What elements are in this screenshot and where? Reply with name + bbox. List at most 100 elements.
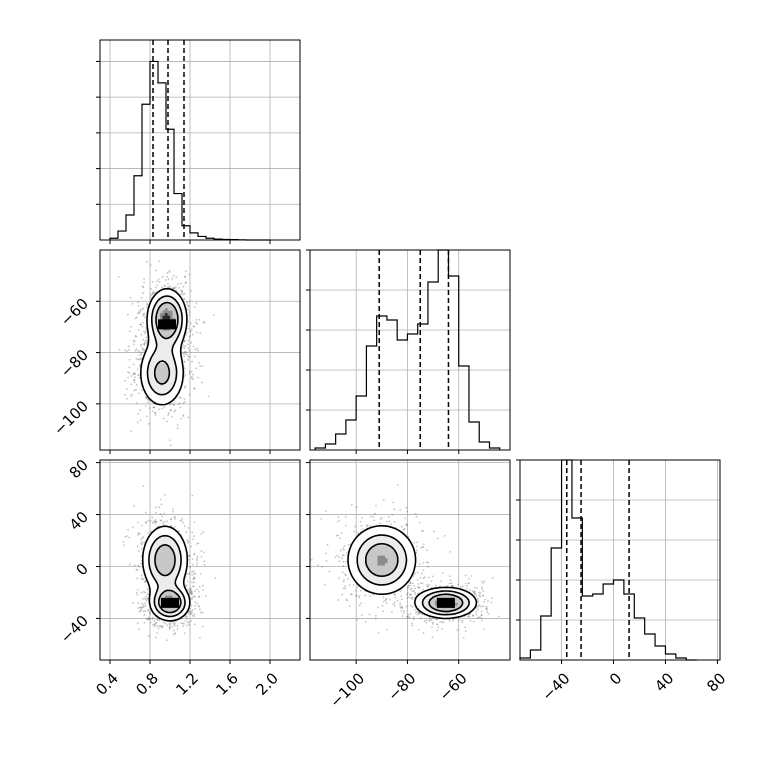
density-cell	[150, 397, 154, 401]
scatter-point	[190, 619, 192, 622]
density-cell	[172, 577, 176, 581]
density-cell	[145, 355, 149, 359]
scatter-point	[411, 596, 413, 599]
density-cell	[160, 295, 164, 299]
density-cell	[170, 297, 174, 301]
density-cell	[155, 307, 159, 311]
density-cell	[150, 567, 154, 571]
density-cell	[147, 347, 151, 351]
density-cell	[145, 357, 149, 361]
density-cell	[175, 380, 179, 384]
density-cell	[142, 360, 146, 364]
scatter-point	[385, 520, 388, 523]
density-cell	[147, 310, 151, 314]
density-cell	[170, 367, 174, 371]
scatter-point	[153, 619, 156, 622]
scatter-point	[422, 543, 425, 546]
density-cell	[172, 365, 176, 369]
density-cell	[167, 340, 171, 344]
density-cell	[150, 390, 154, 394]
density-cell	[150, 350, 154, 354]
scatter-point	[461, 621, 464, 624]
scatter-point	[132, 372, 135, 375]
density-cell	[155, 532, 159, 536]
density-cell	[182, 305, 186, 309]
scatter-point	[118, 348, 121, 351]
scatter-point	[148, 399, 150, 402]
scatter-point	[381, 604, 384, 607]
scatter-point	[473, 620, 475, 623]
density-cell	[165, 542, 169, 546]
scatter-point	[482, 590, 485, 593]
density-cell	[147, 570, 151, 574]
scatter-point	[346, 599, 348, 602]
density-cell	[142, 557, 146, 561]
density-cell	[160, 375, 164, 379]
scatter-point	[148, 407, 151, 409]
density-cell	[162, 307, 166, 311]
density-cell	[162, 560, 166, 564]
density-cell	[167, 342, 171, 346]
density-cell	[165, 562, 169, 566]
density-cell	[180, 565, 184, 569]
scatter-point	[154, 411, 156, 414]
scatter-point	[328, 570, 331, 573]
scatter-point	[374, 618, 377, 620]
density-cell	[157, 560, 161, 564]
density-cell	[180, 330, 184, 334]
density-cell	[180, 542, 184, 546]
scatter-point	[172, 508, 174, 510]
density-cell	[145, 385, 149, 389]
scatter-point	[174, 518, 177, 520]
density-cell	[180, 545, 184, 549]
scatter-point	[172, 275, 175, 277]
scatter-point	[140, 357, 143, 360]
density-cell	[170, 395, 174, 399]
scatter-point	[414, 608, 417, 611]
scatter-point	[141, 285, 144, 288]
scatter-point	[392, 603, 395, 606]
density-cell	[177, 357, 181, 361]
density-cell	[157, 342, 161, 346]
scatter-point	[117, 275, 120, 278]
density-cell	[162, 387, 166, 391]
scatter-point	[140, 351, 143, 354]
scatter-point	[163, 406, 166, 409]
density-cell	[162, 357, 166, 361]
scatter-point	[190, 605, 193, 607]
density-cell	[170, 375, 174, 379]
scatter-point	[417, 611, 420, 614]
scatter-point	[188, 300, 191, 303]
scatter-point	[137, 521, 140, 524]
density-cell	[147, 342, 151, 346]
scatter-point	[189, 322, 192, 325]
scatter-point	[174, 515, 176, 518]
density-cell	[167, 312, 171, 316]
scatter-point	[178, 396, 181, 399]
density-cell	[160, 292, 164, 296]
density-cell	[150, 552, 154, 556]
density-cell	[180, 367, 184, 371]
density-cell	[162, 337, 166, 341]
density-cell	[167, 612, 171, 616]
density-cell	[180, 550, 184, 554]
density-cell	[152, 582, 156, 586]
density-cell	[165, 575, 169, 579]
scatter-point	[441, 627, 443, 630]
density-cell	[162, 345, 166, 349]
scatter-point	[197, 590, 200, 593]
density-cell	[172, 307, 176, 311]
scatter-point	[164, 279, 167, 281]
density-cell	[172, 372, 176, 376]
scatter-point	[161, 625, 164, 628]
density-cell	[165, 297, 169, 301]
scatter-point	[143, 281, 146, 284]
density-cell	[167, 565, 171, 569]
density-cell	[162, 315, 166, 319]
density-cell	[160, 370, 164, 374]
scatter-point	[193, 613, 196, 616]
density-cell	[185, 592, 189, 596]
density-cell	[177, 315, 181, 319]
density-cell	[170, 540, 174, 544]
density-cell	[182, 320, 186, 324]
